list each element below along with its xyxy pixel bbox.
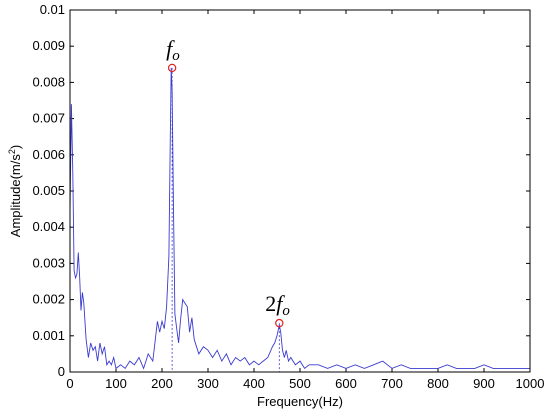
peak-annotation-sub: o	[172, 48, 180, 64]
y-tick-label: 0.01	[40, 2, 65, 17]
y-tick-label: 0.002	[32, 292, 65, 307]
x-tick-label: 500	[289, 376, 311, 391]
x-tick-label: 900	[473, 376, 495, 391]
y-tick-label: 0.003	[32, 255, 65, 270]
y-tick-label: 0.005	[32, 183, 65, 198]
y-tick-label: 0.001	[32, 328, 65, 343]
y-tick-label: 0.006	[32, 147, 65, 162]
y-tick-label: 0.008	[32, 74, 65, 89]
x-tick-label: 100	[105, 376, 127, 391]
x-tick-label: 300	[197, 376, 219, 391]
peak-annotation-sub: o	[282, 303, 290, 319]
y-tick-label: 0.007	[32, 111, 65, 126]
peak-annotation-main: f	[166, 36, 175, 61]
x-tick-label: 600	[335, 376, 357, 391]
x-tick-label: 700	[381, 376, 403, 391]
y-axis-label: Amplitude(m/s2)	[7, 145, 23, 237]
x-tick-label: 800	[427, 376, 449, 391]
x-tick-labels: 0 100 200 300 400 500 600 700 800 900 1000	[66, 376, 544, 391]
y-axis-label-base: Amplitude(m/s	[8, 154, 23, 238]
y-axis-label-close: )	[8, 145, 23, 149]
plot-area	[70, 10, 530, 372]
plot-frame	[69, 9, 531, 373]
x-tick-label: 0	[66, 376, 73, 391]
x-tick-label: 1000	[516, 376, 545, 391]
y-tick-label: 0.009	[32, 38, 65, 53]
peak-annotation-main: 2	[265, 291, 276, 316]
series-line	[69, 67, 530, 370]
x-axis-label: Frequency(Hz)	[257, 394, 343, 409]
y-tick-labels: 0 0.001 0.002 0.003 0.004 0.005 0.006 0.007 0.00…	[32, 2, 65, 379]
y-tick-label: 0.004	[32, 219, 65, 234]
peak-annotation: 2fo	[265, 291, 290, 319]
peak-annotation: fo	[166, 36, 180, 64]
peak-annotation-main-f: f	[276, 291, 285, 316]
y-axis-label-exp: 2	[7, 149, 17, 154]
y-tick-label: 0	[58, 364, 65, 379]
x-tick-label: 200	[151, 376, 173, 391]
peak-marker	[275, 318, 284, 328]
x-tick-label: 400	[243, 376, 265, 391]
peak-marker	[167, 63, 177, 73]
